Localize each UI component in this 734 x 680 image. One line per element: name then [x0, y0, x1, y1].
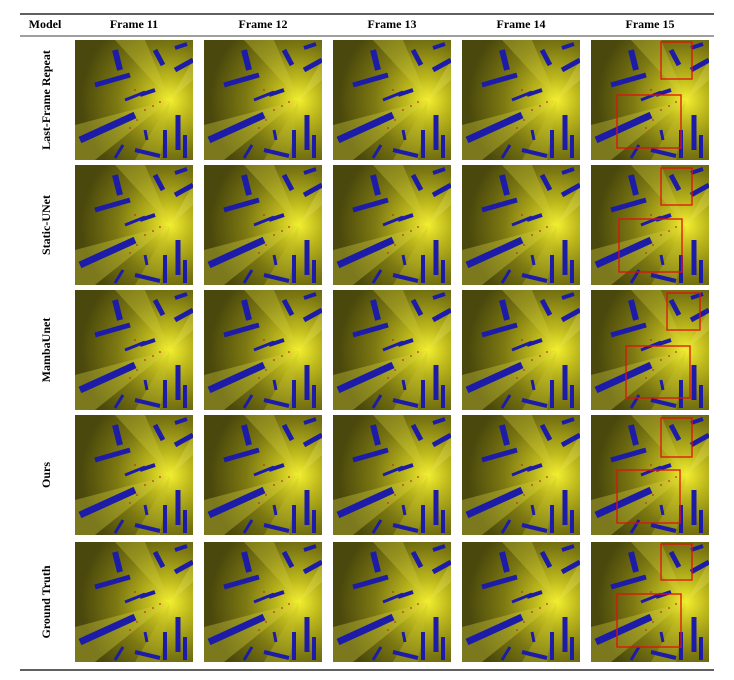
frame-image: [204, 290, 322, 410]
frame-image: [591, 165, 709, 285]
frame-image: [75, 542, 193, 662]
frame-image: [75, 415, 193, 535]
frame-image: [462, 542, 580, 662]
column-header: Frame 14: [497, 17, 546, 31]
column-header: Frame 13: [368, 17, 417, 31]
frame-image: [591, 415, 709, 535]
highlight-box: [666, 292, 701, 331]
frame-image: [333, 165, 451, 285]
column-header: Model: [29, 17, 62, 31]
highlight-box: [618, 218, 683, 273]
column-header: Frame 12: [239, 17, 288, 31]
frame-image: [75, 290, 193, 410]
frame-image: [333, 415, 451, 535]
column-header: Frame 11: [110, 17, 158, 31]
row-label: Last-Frame Repeat: [39, 50, 53, 150]
frame-image: [462, 165, 580, 285]
frame-image: [75, 165, 193, 285]
highlight-box: [616, 593, 682, 648]
highlight-box: [660, 543, 693, 581]
row-label: Ground Truth: [39, 565, 53, 638]
row-label: MambaUnet: [39, 318, 53, 383]
frame-image: [591, 542, 709, 662]
highlight-box: [616, 469, 681, 524]
frame-image: [462, 290, 580, 410]
frame-image: [204, 415, 322, 535]
frame-image: [333, 290, 451, 410]
column-header: Frame 15: [626, 17, 675, 31]
frame-image: [462, 415, 580, 535]
highlight-box: [660, 167, 693, 206]
frame-image: [462, 40, 580, 160]
frame-image: [204, 40, 322, 160]
row-label: Ours: [39, 462, 53, 488]
highlight-box: [660, 41, 693, 80]
frame-image: [75, 40, 193, 160]
frame-image: [333, 40, 451, 160]
highlight-box: [616, 94, 682, 149]
highlight-box: [660, 417, 693, 458]
frame-image: [204, 542, 322, 662]
row-label: Static-UNet: [39, 195, 53, 255]
frame-image: [591, 40, 709, 160]
frame-image: [591, 290, 709, 410]
frame-image: [204, 165, 322, 285]
frame-image: [333, 542, 451, 662]
highlight-box: [625, 345, 691, 399]
